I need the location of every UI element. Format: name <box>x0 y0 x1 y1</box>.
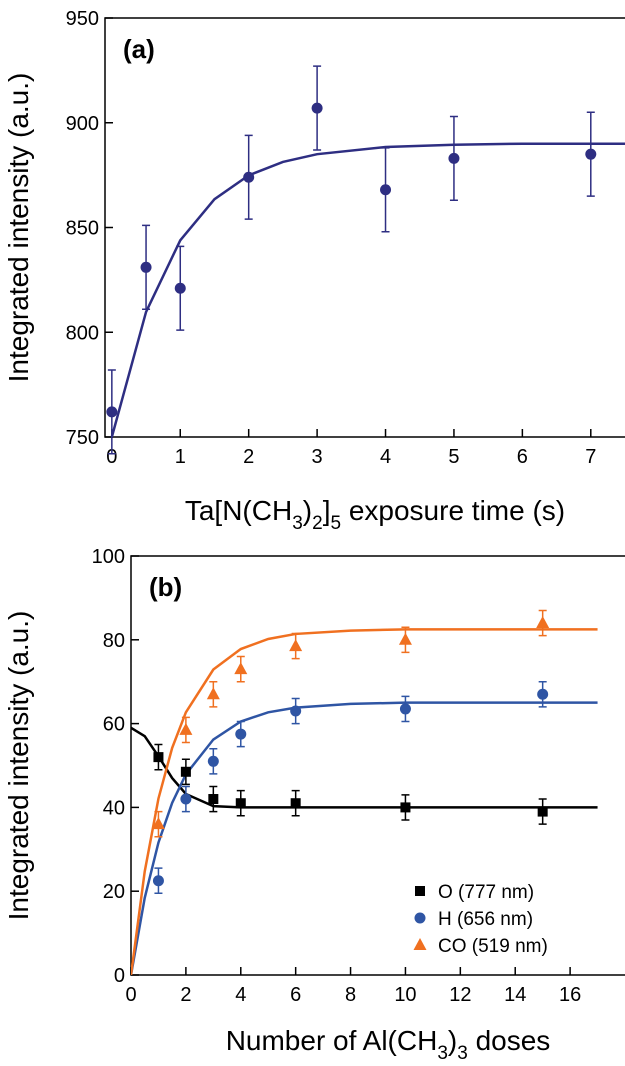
fit-line <box>131 628 598 975</box>
marker <box>537 688 549 700</box>
panel-label: (a) <box>123 34 155 64</box>
marker <box>448 152 460 164</box>
x-tick-label: 8 <box>345 984 356 1006</box>
x-axis-title-part: ] <box>323 495 331 526</box>
x-tick-label: 5 <box>448 446 459 468</box>
fit-line <box>131 726 598 809</box>
y-tick-label: 850 <box>66 218 99 240</box>
marker <box>179 722 193 735</box>
x-tick-label: 0 <box>106 446 117 468</box>
x-axis-title-part: 5 <box>330 513 341 534</box>
legend-marker <box>414 912 426 924</box>
fit-line <box>131 701 598 975</box>
x-tick-label: 3 <box>312 446 323 468</box>
x-tick-label: 14 <box>504 984 526 1006</box>
x-tick-label: 6 <box>517 446 528 468</box>
marker <box>208 794 219 805</box>
marker <box>152 875 164 887</box>
x-axis-title-part: exposure time (s) <box>341 495 565 526</box>
x-axis-title-part: 3 <box>437 1043 448 1064</box>
plot-frame <box>104 17 625 438</box>
marker <box>180 766 191 777</box>
marker <box>235 728 247 740</box>
panel: 0 20 40 60 80 100 0 2 4 6 8 10 12 14 16 Integrated inte… <box>3 546 625 1064</box>
x-tick-label: 1 <box>175 446 186 468</box>
x-tick-label: 10 <box>394 984 416 1006</box>
plot-frame <box>130 555 625 976</box>
legend-label: CO (519 nm) <box>438 936 548 957</box>
marker <box>234 662 248 675</box>
y-tick-label: 60 <box>103 714 125 736</box>
marker <box>398 632 412 645</box>
y-axis-title: Integrated intensity (a.u.) <box>3 73 34 383</box>
x-axis-title-part: 2 <box>312 513 323 534</box>
y-tick-label: 750 <box>66 427 99 449</box>
x-tick-label: 12 <box>449 984 471 1006</box>
x-axis-title-part: ) <box>448 1025 457 1056</box>
marker <box>174 282 186 294</box>
marker <box>311 102 323 114</box>
marker <box>235 798 246 809</box>
marker <box>180 793 192 805</box>
x-tick-label: 16 <box>559 984 581 1006</box>
x-axis-title-part: Number of Al(CH <box>226 1025 438 1056</box>
y-tick-label: 900 <box>66 113 99 135</box>
legend-label: O (777 nm) <box>438 882 534 903</box>
x-axis-title-part: Ta[N(CH <box>185 495 292 526</box>
marker <box>243 171 255 183</box>
x-tick-label: 7 <box>585 446 596 468</box>
x-axis-title: Number of Al(CH3)3 doses <box>226 1025 551 1064</box>
panel-label: (b) <box>149 572 182 602</box>
fit-line <box>110 142 625 437</box>
x-tick-label: 4 <box>235 984 246 1006</box>
marker <box>140 261 152 273</box>
x-tick-label: 0 <box>125 984 136 1006</box>
x-tick-label: 4 <box>380 446 391 468</box>
marker <box>400 802 411 813</box>
x-axis-title-part: 3 <box>292 513 303 534</box>
x-tick-label: 6 <box>290 984 301 1006</box>
marker <box>290 705 302 717</box>
marker <box>536 616 550 629</box>
marker <box>289 639 303 652</box>
marker <box>585 148 597 160</box>
marker <box>206 687 220 700</box>
y-tick-label: 80 <box>103 630 125 652</box>
legend-marker <box>415 886 425 896</box>
y-tick-label: 20 <box>103 881 125 903</box>
marker <box>151 817 165 830</box>
x-tick-label: 2 <box>180 984 191 1006</box>
x-axis-title: Ta[N(CH3)2]5 exposure time (s) <box>185 495 565 534</box>
marker <box>290 798 301 809</box>
marker <box>537 806 548 817</box>
marker <box>399 703 411 715</box>
marker <box>106 406 118 418</box>
x-axis-title-part: doses <box>468 1025 551 1056</box>
y-tick-label: 800 <box>66 322 99 344</box>
y-tick-label: 40 <box>103 797 125 819</box>
x-axis-title-part: ) <box>303 495 312 526</box>
y-axis-title: Integrated intensity (a.u.) <box>3 611 34 921</box>
legend-label: H (656 nm) <box>438 909 533 930</box>
marker <box>380 184 392 196</box>
x-tick-label: 2 <box>243 446 254 468</box>
marker <box>153 752 164 763</box>
legend-marker <box>413 938 427 950</box>
y-tick-label: 100 <box>92 546 125 568</box>
marker <box>207 755 219 767</box>
x-axis-title-part: 3 <box>457 1043 468 1064</box>
y-tick-label: 950 <box>66 8 99 30</box>
y-tick-label: 0 <box>114 965 125 987</box>
